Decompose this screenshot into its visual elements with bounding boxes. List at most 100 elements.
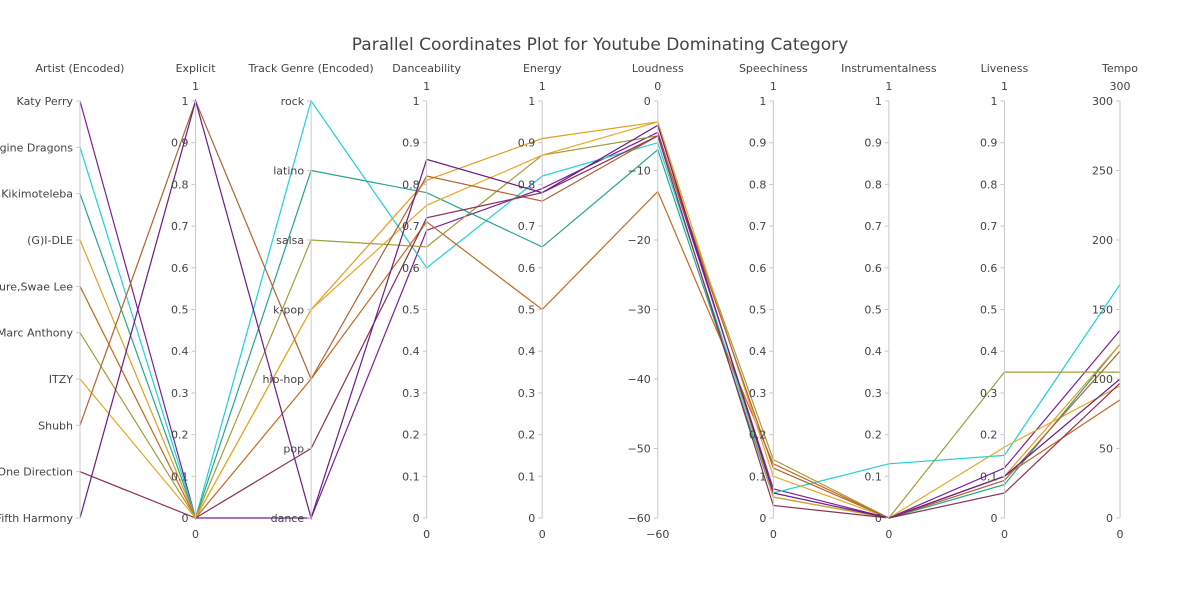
tick-label-energy: 0.2 xyxy=(518,429,536,442)
tick-label-explicit: 0.7 xyxy=(171,220,189,233)
tick-label-genre: k-pop xyxy=(273,304,304,317)
tick-label-artist: Katy Perry xyxy=(17,95,74,108)
tick-label-artist: Marc Anthony xyxy=(0,327,73,340)
tick-label-genre: hip-hop xyxy=(262,373,304,386)
tick-label-danceability: 0.3 xyxy=(402,387,420,400)
tick-label-danceability: 0.4 xyxy=(402,345,420,358)
tick-label-explicit: 0.9 xyxy=(171,137,189,150)
tick-label-danceability: 0 xyxy=(413,512,420,525)
axis-speechiness: Speechiness 1 0 1 0.9 0.8 0.7 0.6 0.5 0.4 0.3 0.2 0.… xyxy=(739,62,808,541)
tick-label-instrumentalness: 0.1 xyxy=(864,470,882,483)
tick-label-speechiness: 0.1 xyxy=(749,470,767,483)
tick-label-energy: 0.5 xyxy=(518,304,536,317)
tick-label-liveness: 0.6 xyxy=(980,262,998,275)
series-line-9 xyxy=(79,98,1121,521)
tick-label-liveness: 0.4 xyxy=(980,345,998,358)
chart-title: Parallel Coordinates Plot for Youtube Do… xyxy=(352,35,848,55)
axis-title-speechiness: Speechiness xyxy=(739,62,808,75)
tick-label-loudness: −10 xyxy=(628,165,651,178)
tick-label-energy: 0.4 xyxy=(518,345,536,358)
axis-tempo: Tempo 300 0 300 250 200 150 100 50 0 xyxy=(1092,62,1138,541)
axis-range-min-instrumentalness: 0 xyxy=(885,528,892,541)
axis-range-min-liveness: 0 xyxy=(1001,528,1008,541)
tick-label-danceability: 0.1 xyxy=(402,470,420,483)
tick-label-energy: 0.3 xyxy=(518,387,536,400)
axis-title-artist: Artist (Encoded) xyxy=(36,62,125,75)
axis-title-danceability: Danceability xyxy=(392,62,461,75)
tick-label-liveness: 0.5 xyxy=(980,304,998,317)
tick-label-speechiness: 0.9 xyxy=(749,137,767,150)
tick-label-explicit: 0.1 xyxy=(171,470,189,483)
tick-label-tempo: 250 xyxy=(1092,165,1113,178)
tick-label-explicit: 0 xyxy=(182,512,189,525)
tick-label-speechiness: 0.4 xyxy=(749,345,767,358)
axis-liveness: Liveness 1 0 1 0.9 0.8 0.7 0.6 0.5 0.4 0.3 0.2 0.1 0 xyxy=(980,62,1029,541)
axis-title-explicit: Explicit xyxy=(176,62,217,75)
axis-range-max-loudness: 0 xyxy=(654,80,661,93)
tick-label-explicit: 0.2 xyxy=(171,429,189,442)
axis-range-max-energy: 1 xyxy=(539,80,546,93)
axis-instrumentalness: Instrumentalness 1 0 1 0.9 0.8 0.7 0.6 0.5 0.4 0.3… xyxy=(841,62,937,541)
tick-label-instrumentalness: 0.5 xyxy=(864,304,882,317)
tick-label-energy: 0.8 xyxy=(518,178,536,191)
axis-title-energy: Energy xyxy=(523,62,562,75)
axis-danceability: Danceability 1 0 1 0.9 0.8 0.7 0.6 0.5 0.4 0.3 0.2 0… xyxy=(392,62,461,541)
tick-label-speechiness: 0.5 xyxy=(749,304,767,317)
tick-label-energy: 0.6 xyxy=(518,262,536,275)
tick-label-speechiness: 0.6 xyxy=(749,262,767,275)
tick-label-loudness: −30 xyxy=(628,304,651,317)
tick-label-energy: 1 xyxy=(528,95,535,108)
axis-title-instrumentalness: Instrumentalness xyxy=(841,62,937,75)
axis-range-min-energy: 0 xyxy=(539,528,546,541)
tick-label-loudness: −60 xyxy=(628,512,651,525)
axis-range-max-speechiness: 1 xyxy=(770,80,777,93)
tick-label-tempo: 100 xyxy=(1092,373,1113,386)
tick-label-instrumentalness: 1 xyxy=(875,95,882,108)
tick-label-instrumentalness: 0.8 xyxy=(864,178,882,191)
tick-label-genre: pop xyxy=(283,443,304,456)
tick-label-tempo: 50 xyxy=(1099,443,1113,456)
tick-label-liveness: 0.7 xyxy=(980,220,998,233)
axis-loudness: Loudness 0 −60 0 −10 −20 −30 −40 −50 −60 xyxy=(628,62,684,541)
tick-label-danceability: 1 xyxy=(413,95,420,108)
tick-label-explicit: 0.6 xyxy=(171,262,189,275)
tick-label-tempo: 150 xyxy=(1092,304,1113,317)
axis-range-min-explicit: 0 xyxy=(192,528,199,541)
tick-label-tempo: 0 xyxy=(1106,512,1113,525)
tick-label-danceability: 0.7 xyxy=(402,220,420,233)
tick-label-loudness: −40 xyxy=(628,373,651,386)
tick-label-danceability: 0.2 xyxy=(402,429,420,442)
tick-label-loudness: −50 xyxy=(628,443,651,456)
tick-label-genre: dance xyxy=(271,512,305,525)
tick-label-genre: rock xyxy=(281,95,305,108)
axis-range-min-loudness: −60 xyxy=(646,528,669,541)
tick-label-instrumentalness: 0.6 xyxy=(864,262,882,275)
axis-genre: Track Genre (Encoded) rock latino salsa k-po… xyxy=(248,62,374,525)
tick-label-energy: 0.9 xyxy=(518,137,536,150)
tick-label-speechiness: 0.2 xyxy=(749,429,767,442)
tick-label-artist: Shubh xyxy=(38,419,73,432)
tick-label-artist: (G)I-DLE xyxy=(27,234,73,247)
tick-label-liveness: 1 xyxy=(990,95,997,108)
axis-title-tempo: Tempo xyxy=(1101,62,1138,75)
tick-label-artist: ITZY xyxy=(49,373,73,386)
tick-label-genre: salsa xyxy=(276,234,304,247)
series-line-8 xyxy=(79,134,1121,519)
tick-label-liveness: 0.3 xyxy=(980,387,998,400)
tick-label-liveness: 0.2 xyxy=(980,429,998,442)
tick-label-danceability: 0.8 xyxy=(402,178,420,191)
series-lines xyxy=(79,98,1121,521)
tick-label-explicit: 1 xyxy=(182,95,189,108)
tick-label-speechiness: 1 xyxy=(759,95,766,108)
tick-label-artist: Imagine Dragons xyxy=(0,141,73,154)
axis-explicit: Explicit 1 0 1 0.9 0.8 0.7 0.6 0.5 0.4 0.3 0.2 0.1 0 xyxy=(171,62,216,541)
tick-label-speechiness: 0 xyxy=(759,512,766,525)
tick-label-energy: 0 xyxy=(528,512,535,525)
axis-title-liveness: Liveness xyxy=(981,62,1029,75)
tick-label-tempo: 300 xyxy=(1092,95,1113,108)
axis-range-min-tempo: 0 xyxy=(1117,528,1124,541)
tick-label-danceability: 0.5 xyxy=(402,304,420,317)
axis-range-max-danceability: 1 xyxy=(423,80,430,93)
tick-label-speechiness: 0.3 xyxy=(749,387,767,400)
